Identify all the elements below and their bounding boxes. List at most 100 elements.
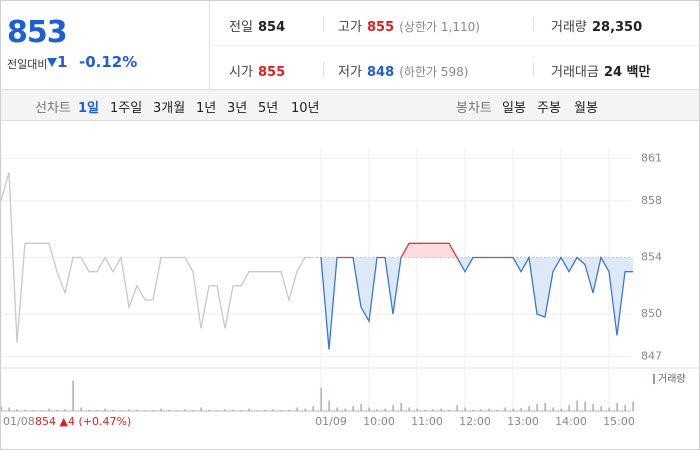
stat-label: 거래대금 xyxy=(551,65,599,80)
volume-bar xyxy=(304,408,306,411)
volume-bar xyxy=(592,404,594,411)
stat-value: 24 백만 xyxy=(603,65,651,80)
tab[interactable]: 일봉 xyxy=(502,101,526,116)
volume-bar xyxy=(72,380,74,411)
volume-bar xyxy=(328,400,330,411)
stat: 저가 848 (하한가 598) xyxy=(338,61,468,80)
volume-bar xyxy=(176,410,178,411)
volume-bar xyxy=(560,408,562,411)
x-tick-label: 11:00 xyxy=(411,415,443,428)
tab[interactable]: 1일 xyxy=(78,101,100,116)
volume-bar xyxy=(296,407,298,411)
volume-bar xyxy=(32,410,34,411)
volume-bar xyxy=(208,409,210,411)
x-tick-label: 13:00 xyxy=(507,415,539,428)
y-tick-label: 861 xyxy=(641,151,662,164)
volume-bar xyxy=(392,405,394,411)
volume-bar xyxy=(520,408,522,411)
x-tick-label: 01/08 xyxy=(3,415,35,428)
volume-bar xyxy=(344,408,346,411)
volume-bar xyxy=(504,407,506,411)
stat: 고가 855 (상한가 1,110) xyxy=(338,16,480,35)
tab[interactable]: 월봉 xyxy=(574,101,598,116)
tab[interactable]: 1주일 xyxy=(110,101,143,116)
volume-bar xyxy=(256,410,258,411)
volume-bar xyxy=(464,407,466,411)
volume-bar xyxy=(632,401,634,411)
stat-label: 고가 xyxy=(338,20,362,35)
y-tick-label: 847 xyxy=(641,350,662,363)
stat-label: 거래량 xyxy=(551,20,587,35)
volume-bar xyxy=(528,406,530,411)
volume-bar xyxy=(576,400,578,411)
volume-bar xyxy=(608,407,610,411)
legend-label: 거래량 xyxy=(658,373,686,385)
volume-bar xyxy=(216,410,218,411)
stat-note: (하한가 598) xyxy=(399,65,469,79)
volume-bar xyxy=(616,402,618,411)
volume-bar xyxy=(288,409,290,411)
volume-bar xyxy=(384,408,386,411)
volume-bar xyxy=(104,408,106,411)
volume-bar xyxy=(200,407,202,411)
x-tick-label: 10:00 xyxy=(363,415,395,428)
area-fill xyxy=(321,257,633,350)
volume-bar xyxy=(48,408,50,411)
stat-value: 855 xyxy=(258,65,286,80)
volume-bar xyxy=(376,409,378,411)
volume-bar xyxy=(584,401,586,411)
y-tick-label: 858 xyxy=(641,194,662,207)
tab[interactable]: 3개월 xyxy=(153,101,186,116)
x-tick-label: 14:00 xyxy=(555,415,587,428)
tab[interactable]: 5년 xyxy=(258,101,279,116)
x-tick-label: 15:00 xyxy=(603,415,635,428)
tab[interactable]: 1년 xyxy=(196,101,217,116)
volume-bar xyxy=(24,409,26,411)
price-line xyxy=(320,257,633,350)
tab[interactable]: 3년 xyxy=(227,101,248,116)
volume-bar xyxy=(184,409,186,411)
divider xyxy=(209,45,699,46)
volume-bar xyxy=(448,409,450,411)
price-line xyxy=(1,172,313,343)
volume-bar xyxy=(168,409,170,411)
volume-bar xyxy=(312,406,314,411)
volume-bar xyxy=(64,409,66,411)
volume-bar xyxy=(8,407,10,411)
volume-bar xyxy=(96,410,98,411)
volume-bar xyxy=(320,387,322,411)
volume-bar xyxy=(472,409,474,411)
stat: 전일 854 xyxy=(229,16,285,35)
volume-bar xyxy=(248,408,250,411)
y-tick-label: 850 xyxy=(641,307,662,320)
volume-bar xyxy=(88,409,90,411)
volume-bar xyxy=(432,409,434,411)
volume-bar xyxy=(152,410,154,411)
volume-bar xyxy=(56,409,58,411)
volume-bar xyxy=(624,405,626,411)
quote-box: 853 전일대비 1 -0.12% xyxy=(1,1,210,89)
volume-bar xyxy=(488,408,490,411)
volume-bar xyxy=(368,407,370,411)
volume-bar xyxy=(336,407,338,411)
volume-bar xyxy=(400,402,402,411)
tab-bar: 선차트 1일 1주일 3개월 1년 3년 5년 10년 봉차트 일봉 주봉 월봉 xyxy=(1,89,699,121)
volume-bar xyxy=(272,409,274,411)
x-tick-label: 12:00 xyxy=(459,415,491,428)
annotation: 854 ▲4 (+0.47%) xyxy=(35,415,131,428)
tab[interactable]: 10년 xyxy=(291,101,320,116)
volume-bar xyxy=(240,410,242,411)
volume-bar xyxy=(160,408,162,411)
stat: 시가 855 xyxy=(229,61,285,80)
volume-bar xyxy=(536,404,538,411)
volume-bar xyxy=(280,410,282,411)
volume-bar xyxy=(16,409,18,411)
stat-value: 848 xyxy=(367,65,395,80)
stat-value: 28,350 xyxy=(591,20,643,35)
tab[interactable]: 주봉 xyxy=(537,101,561,116)
volume-bar xyxy=(568,405,570,411)
volume-bar xyxy=(120,410,122,411)
volume-bar xyxy=(544,402,546,411)
y-tick-label: 854 xyxy=(641,251,662,264)
stat: 거래대금 24 백만 xyxy=(551,61,650,80)
